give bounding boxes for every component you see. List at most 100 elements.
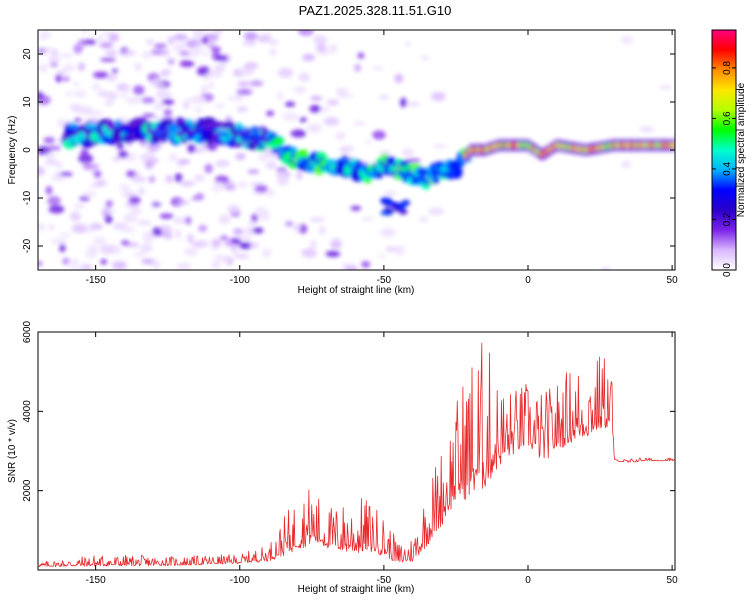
noise-blob [230,237,242,244]
noise-blob [350,205,362,211]
noise-blob [298,30,314,36]
noise-blob [191,30,207,35]
noise-blob [45,185,53,195]
ridge-blob [432,176,439,184]
noise-blob [136,219,152,226]
noise-blob [293,86,307,94]
noise-blob [44,159,58,166]
noise-blob [214,103,226,110]
noise-blob [258,152,268,162]
noise-blob [126,170,136,178]
noise-blob [159,213,174,219]
noise-blob [93,170,102,178]
noise-blob [310,95,323,101]
noise-blob [254,206,267,216]
noise-blob [285,221,294,227]
noise-blob [198,224,208,233]
noise-blob [38,261,43,266]
noise-blob [182,102,190,110]
snr-x-ticks: -150 -100 -50 0 50 [86,332,678,586]
spectrogram-y-tick-label: -20 [22,238,33,253]
noise-blob [49,62,59,68]
spectrogram-x-tick-label: 50 [667,275,679,286]
noise-blob [327,99,339,106]
noise-blob [47,195,61,206]
noise-blob [372,66,385,71]
noise-blob [55,73,62,83]
noise-blob [330,240,342,249]
noise-blob [126,96,142,104]
noise-blob [179,180,195,187]
spectrogram-y-tick-label: -10 [22,190,33,205]
noise-blob [243,31,258,41]
noise-blob [151,202,162,207]
noise-blob [92,236,107,245]
snr-panel: -150 -100 -50 0 50 2000 4000 6000 Height of st… [7,320,678,595]
noise-blob [185,248,199,257]
noise-blob [378,254,386,259]
noise-blob [174,173,183,183]
noise-blob [200,84,208,94]
ridge-blob [222,120,235,130]
noise-blob [215,54,229,62]
colorbar-tick-label: 0.6 [722,111,733,125]
noise-blob [153,43,168,49]
colorbar-label: Normalized spectral amplitude [736,82,747,217]
noise-blob [179,60,195,68]
snr-y-ticks: 2000 4000 6000 [22,320,675,502]
noise-blob [175,200,190,205]
noise-blob [400,97,407,108]
noise-blob [177,163,185,169]
noise-blob [309,239,317,249]
noise-blob [207,81,215,89]
noise-blob [306,123,323,134]
noise-blob [164,232,173,240]
snr-series-line [38,342,675,568]
noise-blob [313,35,328,45]
noise-blob [262,248,272,259]
noise-blob [150,48,165,56]
noise-blob [206,42,216,48]
noise-blob [419,216,429,224]
noise-blob [152,227,162,237]
noise-blob [353,120,365,127]
noise-blob [174,229,182,239]
ridge-blob [185,119,193,125]
noise-blob [173,43,181,53]
noise-blob [82,164,92,170]
noise-blob [187,143,196,153]
snr-plot-area [38,332,675,570]
noise-blob [121,87,132,93]
colorbar-ticks: 0.0 0.2 0.4 0.6 0.8 [712,61,736,277]
noise-blob [38,166,46,176]
noise-blob [77,62,86,72]
noise-blob [361,261,371,268]
noise-blob [57,118,65,129]
noise-blob [318,43,325,53]
noise-blob [90,223,103,231]
noise-blob [103,100,115,106]
noise-blob [185,216,192,225]
noise-blob [600,267,612,270]
noise-blob [113,263,127,270]
noise-blob [212,187,222,192]
noise-blob [173,34,188,41]
noise-blob [48,223,56,231]
noise-blob [105,90,119,101]
snr-frame [37,331,676,571]
noise-blob [285,101,296,108]
noise-blob [378,94,390,100]
snr-x-tick-label: -150 [86,575,106,586]
colorbar-frame [711,29,737,271]
noise-blob [236,106,248,113]
ridge-blob [385,156,396,164]
noise-blob [340,145,355,152]
ridge-blob [364,177,372,184]
noise-blob [658,85,672,90]
noise-blob [104,49,118,57]
noise-blob [194,44,203,53]
spectrogram-x-tick-label: -100 [230,275,250,286]
noise-blob [56,161,63,169]
noise-blob [211,238,222,248]
